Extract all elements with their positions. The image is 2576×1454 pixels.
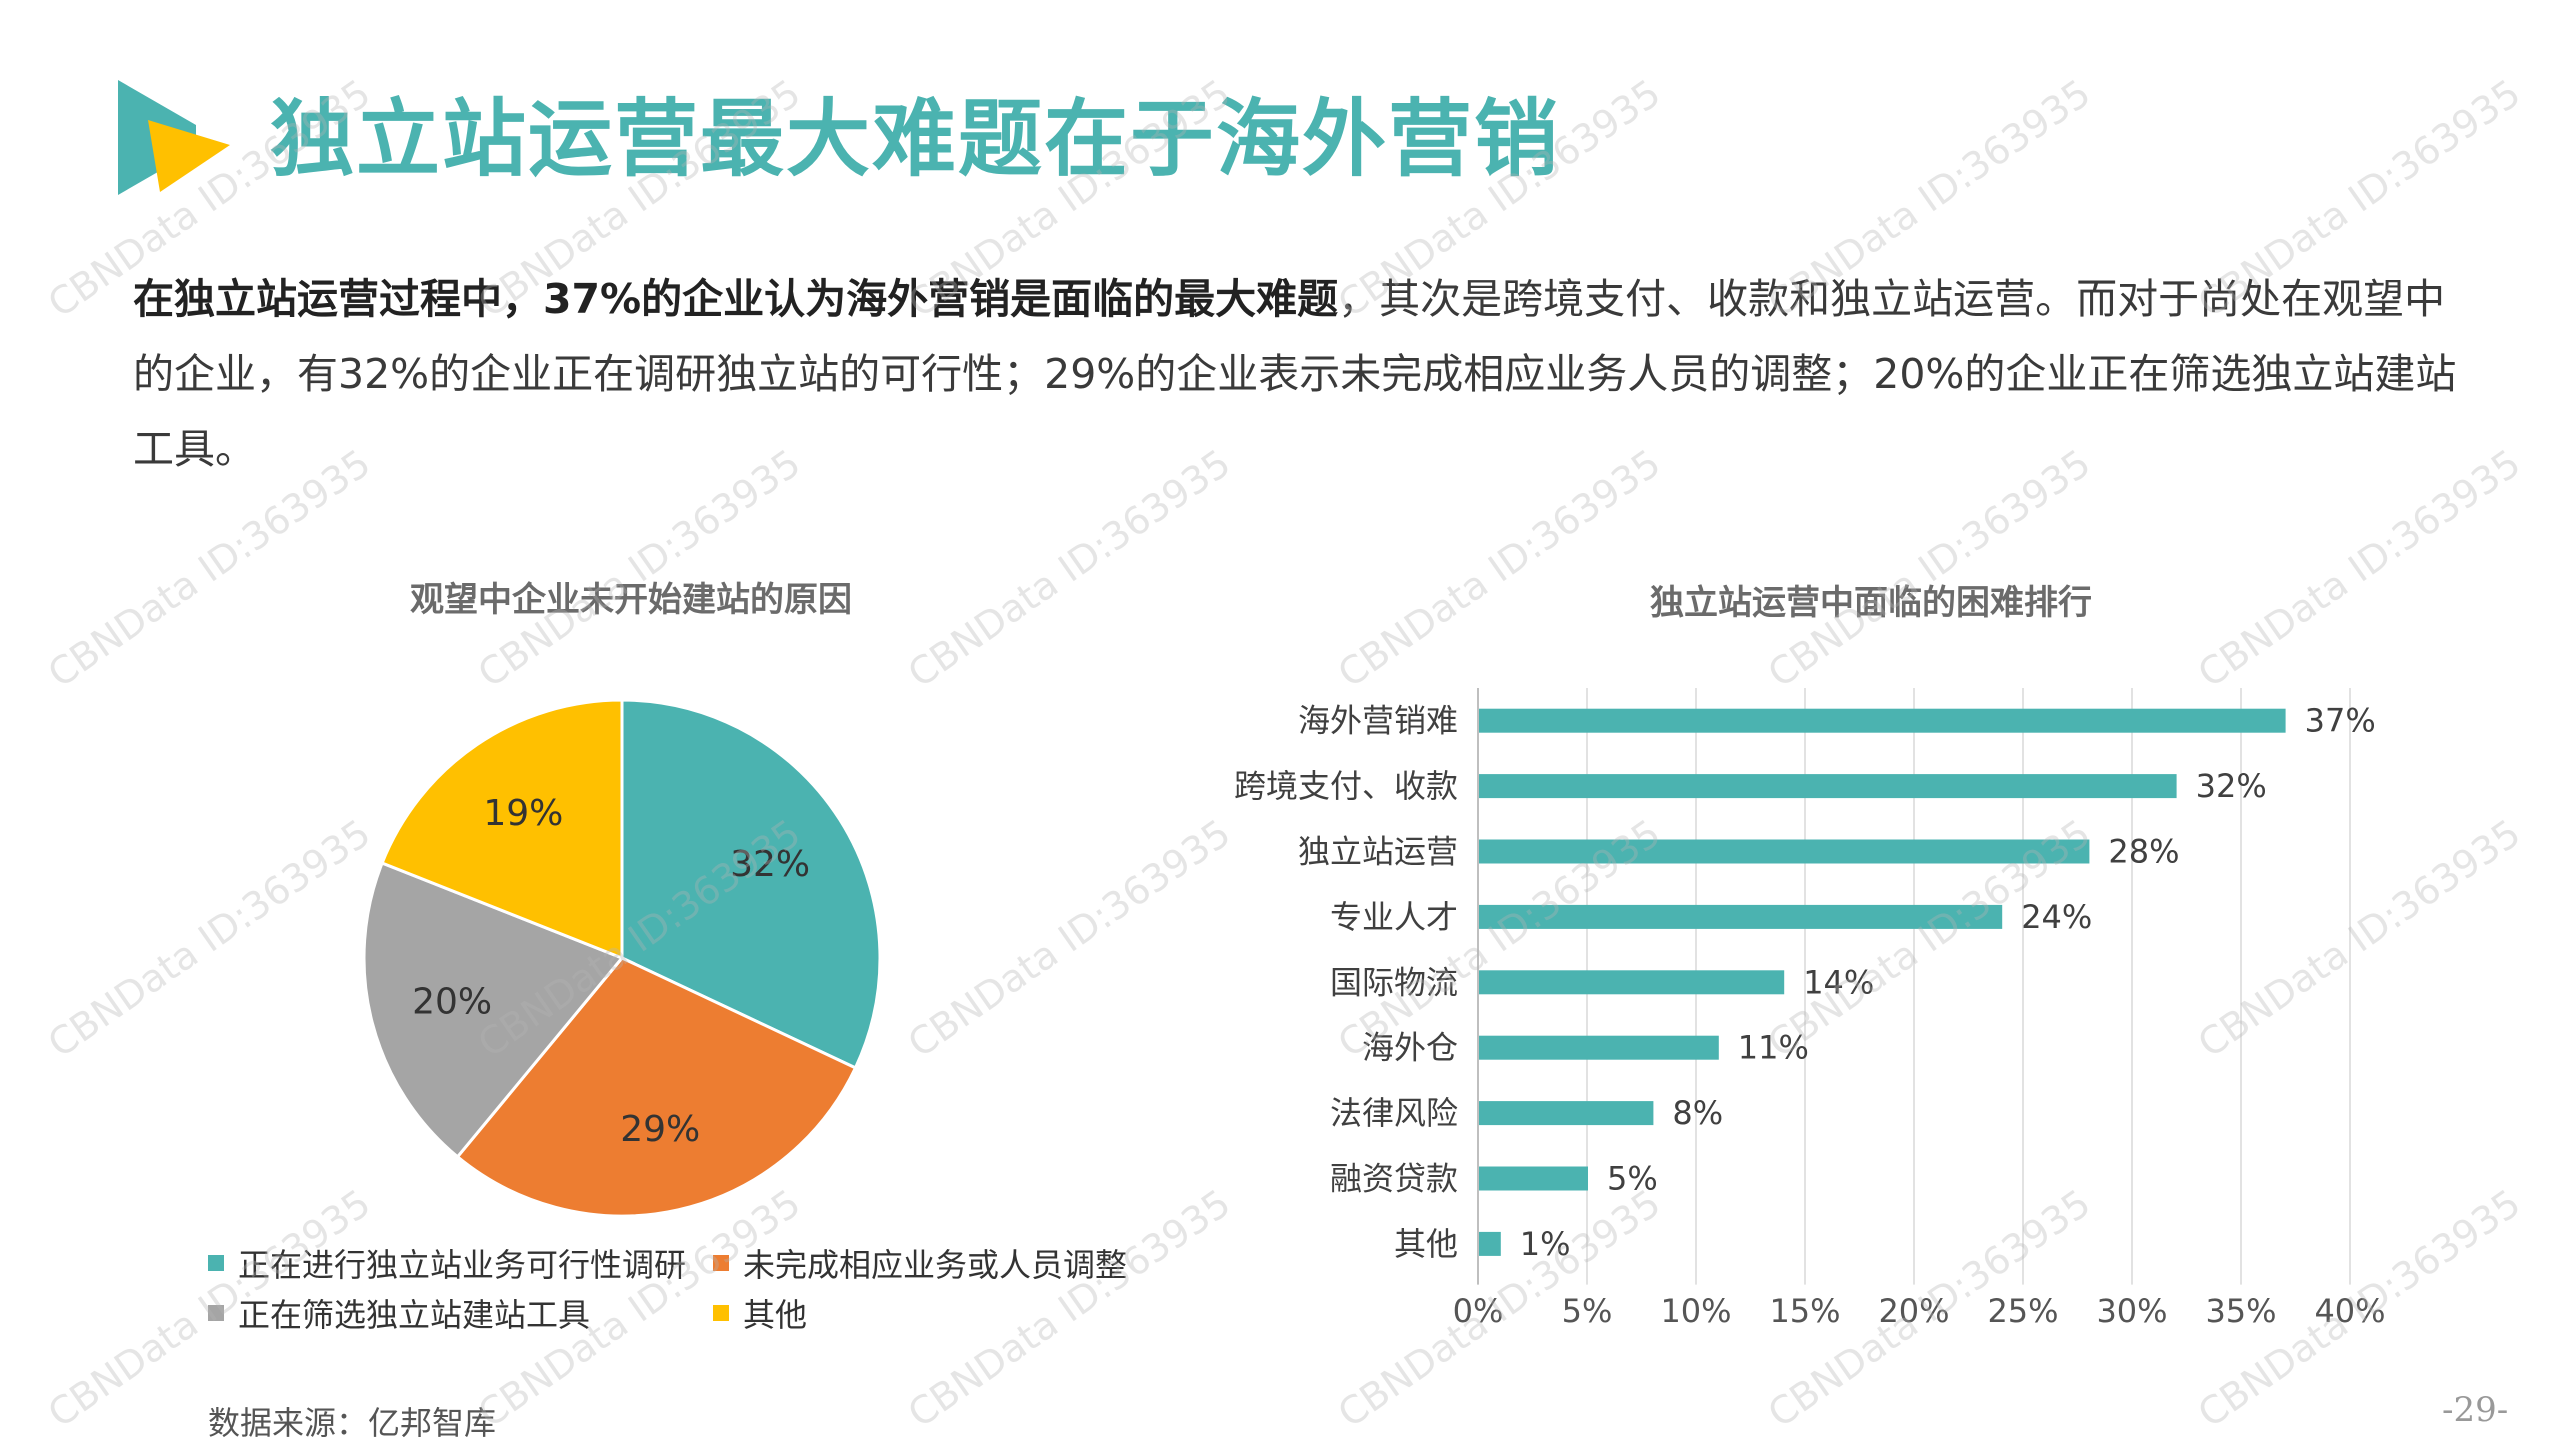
x-tick-label: 40%: [2314, 1292, 2385, 1330]
bar-chart-title: 独立站运营中面临的困难排行: [1650, 583, 2092, 623]
x-tick-label: 35%: [2205, 1292, 2276, 1330]
x-tick-label: 5%: [1562, 1292, 1613, 1330]
bar-value-label: 5%: [1607, 1160, 1658, 1198]
bar-value-label: 37%: [2305, 702, 2376, 740]
pie-value-label: 29%: [620, 1109, 700, 1150]
pie-slice: [620, 698, 882, 1070]
bar-value-label: 28%: [2108, 833, 2179, 871]
bar: [1479, 708, 2286, 733]
bar-value-label: 1%: [1520, 1225, 1571, 1263]
category-label: 融资贷款: [1330, 1160, 1458, 1198]
bar: [1479, 904, 2003, 929]
bar: [1479, 839, 2090, 864]
legend-label: 正在进行独立站业务可行性调研: [238, 1246, 687, 1284]
x-tick-label: 15%: [1769, 1292, 1840, 1330]
bar-value-label: 14%: [1803, 963, 1874, 1001]
pie-chart: 32% 29% 20% 19%: [362, 698, 882, 1218]
page-title: 独立站运营最大难题在于海外营销: [270, 90, 1561, 188]
x-tick-label: 25%: [1987, 1292, 2058, 1330]
legend-item: 正在进行独立站业务可行性调研: [208, 1240, 686, 1286]
category-label: 独立站运营: [1298, 833, 1458, 871]
bar: [1479, 1101, 1654, 1126]
category-label: 专业人才: [1330, 898, 1458, 936]
bar-chart: 0% 5% 10% 15% 20% 25% 30% 35% 40% 海外营销难 37% 跨境支付、收款…: [1234, 688, 2386, 1330]
logo-play-icon: [118, 80, 230, 195]
x-tick-label: 0%: [1453, 1292, 1504, 1330]
legend-item: 正在筛选独立站建站工具: [208, 1290, 590, 1336]
legend-swatch: [208, 1255, 224, 1271]
bar-value-label: 11%: [1738, 1029, 1809, 1067]
pie-value-label: 20%: [412, 982, 492, 1023]
pie-slice: [362, 861, 625, 1159]
category-label: 国际物流: [1330, 963, 1458, 1001]
x-tick-label: 10%: [1660, 1292, 1731, 1330]
pie-value-label: 32%: [730, 844, 810, 885]
data-source: 数据来源：亿邦智库: [208, 1404, 497, 1442]
bar: [1479, 1231, 1501, 1256]
legend-label: 正在筛选独立站建站工具: [238, 1296, 591, 1334]
bar: [1479, 1035, 1719, 1060]
legend-label: 其他: [743, 1296, 808, 1334]
legend-item: 未完成相应业务或人员调整: [713, 1240, 1127, 1286]
summary-text: 在独立站运营过程中，37%的企业认为海外营销是面临的最大难题，其次是跨境支付、收…: [133, 262, 2463, 487]
page-number: -29-: [2442, 1390, 2509, 1430]
bar: [1479, 1166, 1588, 1191]
x-tick-label: 30%: [2096, 1292, 2167, 1330]
bar-value-label: 8%: [1672, 1094, 1723, 1132]
x-tick-label: 20%: [1878, 1292, 1949, 1330]
summary-bold: 在独立站运营过程中，37%的企业认为海外营销是面临的最大难题: [133, 275, 1339, 323]
bar: [1479, 774, 2177, 799]
pie-slice: [455, 956, 858, 1218]
legend-swatch: [713, 1305, 729, 1321]
pie-slice: [380, 698, 624, 961]
summary-rest: ，其次是跨境支付、收款和独立站运营。而对于尚处在观望中的企业，有32%的企业正在…: [133, 275, 2457, 473]
legend-label: 未完成相应业务或人员调整: [743, 1246, 1128, 1284]
legend-swatch: [208, 1305, 224, 1321]
legend-item: 其他: [713, 1290, 807, 1336]
pie-value-label: 19%: [483, 793, 563, 834]
pie-chart-title: 观望中企业未开始建站的原因: [410, 580, 852, 620]
category-label: 海外仓: [1362, 1029, 1458, 1067]
bar: [1479, 970, 1785, 995]
category-label: 法律风险: [1330, 1094, 1458, 1132]
category-label: 海外营销难: [1298, 702, 1458, 740]
bar-value-label: 24%: [2021, 898, 2092, 936]
category-label: 跨境支付、收款: [1234, 767, 1458, 805]
category-label: 其他: [1394, 1225, 1458, 1263]
bar-value-label: 32%: [2196, 767, 2267, 805]
legend-swatch: [713, 1255, 729, 1271]
